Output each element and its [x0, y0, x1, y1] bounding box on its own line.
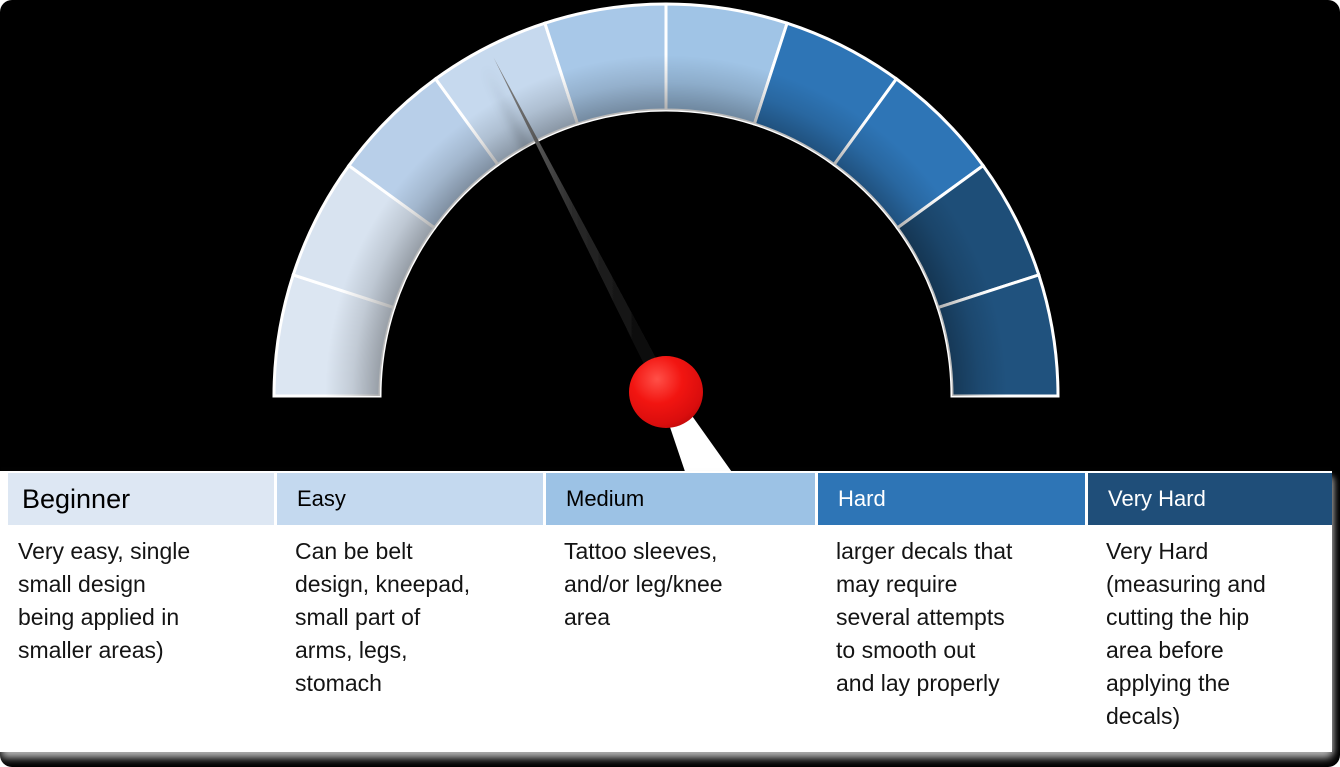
table-cell-easy-description: Can be belt design, kneepad, small part … [295, 538, 471, 696]
table-header-easy: Easy [277, 473, 546, 525]
difficulty-gauge-chart [272, 2, 1060, 503]
gauge-content [272, 2, 1060, 503]
table-cell-very-hard-description: Very Hard (measuring and cutting the hip… [1106, 538, 1266, 729]
table-cell-hard-description: larger decals that may require several a… [836, 538, 1013, 696]
gauge-needle [493, 57, 673, 396]
table-header-very-hard: Very Hard [1088, 473, 1332, 525]
table-cell-beginner-description: Very easy, single small design being app… [18, 538, 191, 663]
table-cell-medium-description: Tattoo sleeves, and/or leg/knee area [564, 538, 723, 630]
difficulty-table: Beginner Very easy, single small design … [0, 471, 1332, 752]
table-header-medium: Medium [546, 473, 818, 525]
gauge-inner-shading [274, 3, 1058, 397]
table-header-hard: Hard [818, 473, 1088, 525]
table-header-beginner: Beginner [8, 473, 277, 525]
gauge-needle-hub [629, 356, 703, 428]
